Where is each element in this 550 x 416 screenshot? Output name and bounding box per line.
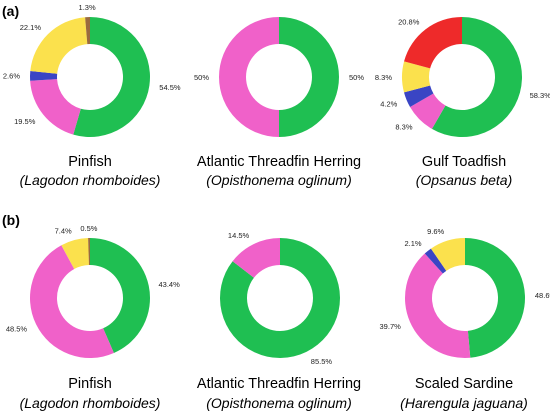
donut-slice (430, 238, 465, 271)
data-label: 54.5% (159, 83, 181, 92)
data-label: 9.6% (427, 227, 444, 236)
panel-label-b: (b) (2, 212, 20, 228)
donut-chart-2: 50% 50% (194, 17, 364, 137)
caption-common-name-b1: Pinfish (68, 376, 112, 392)
donut-slice (30, 79, 81, 135)
donut-slice (85, 17, 90, 45)
caption-scientific-name-a1: (Lagodon rhomboides) (20, 172, 161, 188)
data-label: 20.8% (398, 17, 420, 26)
caption-scientific-name-b1: (Lagodon rhomboides) (20, 395, 161, 411)
donut-slice (61, 238, 89, 269)
caption-common-name-a3: Gulf Toadfish (422, 154, 506, 170)
data-label: 85.5% (311, 357, 333, 366)
donut-chart-6: 48.6% 39.7% 2.1% 9.6% (380, 227, 550, 358)
donut-slice (219, 238, 340, 359)
charts-layer: 54.5% 19.5% 2.6% 22.1% 1.3% 50% 50% 58.3% 8.3% 4.… (3, 3, 550, 366)
caption-common-name-b2: Atlantic Threadfin Herring (197, 376, 361, 392)
data-label: 1.3% (79, 3, 96, 12)
donut-slice (402, 61, 431, 93)
donut-chart-4: 43.4% 48.5% 7.4% 0.5% (6, 224, 180, 358)
data-label: 8.3% (375, 73, 392, 82)
donut-slice (279, 17, 339, 137)
data-label: 2.1% (404, 239, 421, 248)
donut-slice (404, 17, 462, 69)
data-label: 22.1% (20, 23, 42, 32)
data-label: 50% (194, 73, 209, 82)
donut-chart-5: 85.5% 14.5% (219, 231, 340, 366)
data-label: 48.5% (6, 325, 28, 334)
donut-slice (410, 93, 446, 129)
donut-slice (29, 70, 58, 81)
data-label: 2.6% (3, 72, 20, 81)
data-label: 39.7% (380, 322, 402, 331)
caption-scientific-name-b2: (Opisthonema oglinum) (206, 395, 352, 411)
donut-slice (465, 238, 526, 358)
data-label: 43.4% (159, 280, 181, 289)
data-label: 8.3% (395, 123, 412, 132)
data-label: 19.5% (14, 117, 36, 126)
data-label: 48.6% (535, 291, 550, 300)
caption-scientific-name-b3: (Harengula jaguana) (400, 395, 528, 411)
caption-scientific-name-a2: (Opisthonema oglinum) (206, 172, 352, 188)
donut-slice (73, 17, 150, 137)
data-label: 58.3% (530, 91, 550, 100)
donut-slice (30, 17, 88, 74)
data-label: 0.5% (80, 224, 97, 233)
donut-slice (424, 248, 447, 274)
donut-slice (404, 85, 434, 107)
donut-slice (88, 238, 90, 266)
data-label: 7.4% (55, 226, 72, 235)
donut-slice (219, 17, 279, 137)
donut-slice (30, 245, 114, 358)
caption-common-name-a1: Pinfish (68, 154, 112, 170)
panel-label-a: (a) (2, 3, 19, 19)
caption-scientific-name-a3: (Opsanus beta) (416, 172, 513, 188)
donut-slice (232, 238, 280, 278)
caption-common-name-b3: Scaled Sardine (415, 376, 513, 392)
data-label: 50% (349, 73, 364, 82)
donut-chart-1: 54.5% 19.5% 2.6% 22.1% 1.3% (3, 3, 181, 137)
data-label: 14.5% (228, 231, 250, 240)
donut-slice (405, 253, 471, 358)
donut-slice (90, 238, 150, 354)
caption-common-name-a2: Atlantic Threadfin Herring (197, 154, 361, 170)
data-label: 4.2% (380, 100, 397, 109)
donut-slice (431, 17, 522, 137)
donut-chart-3: 58.3% 8.3% 4.2% 8.3% 20.8% (375, 17, 550, 137)
